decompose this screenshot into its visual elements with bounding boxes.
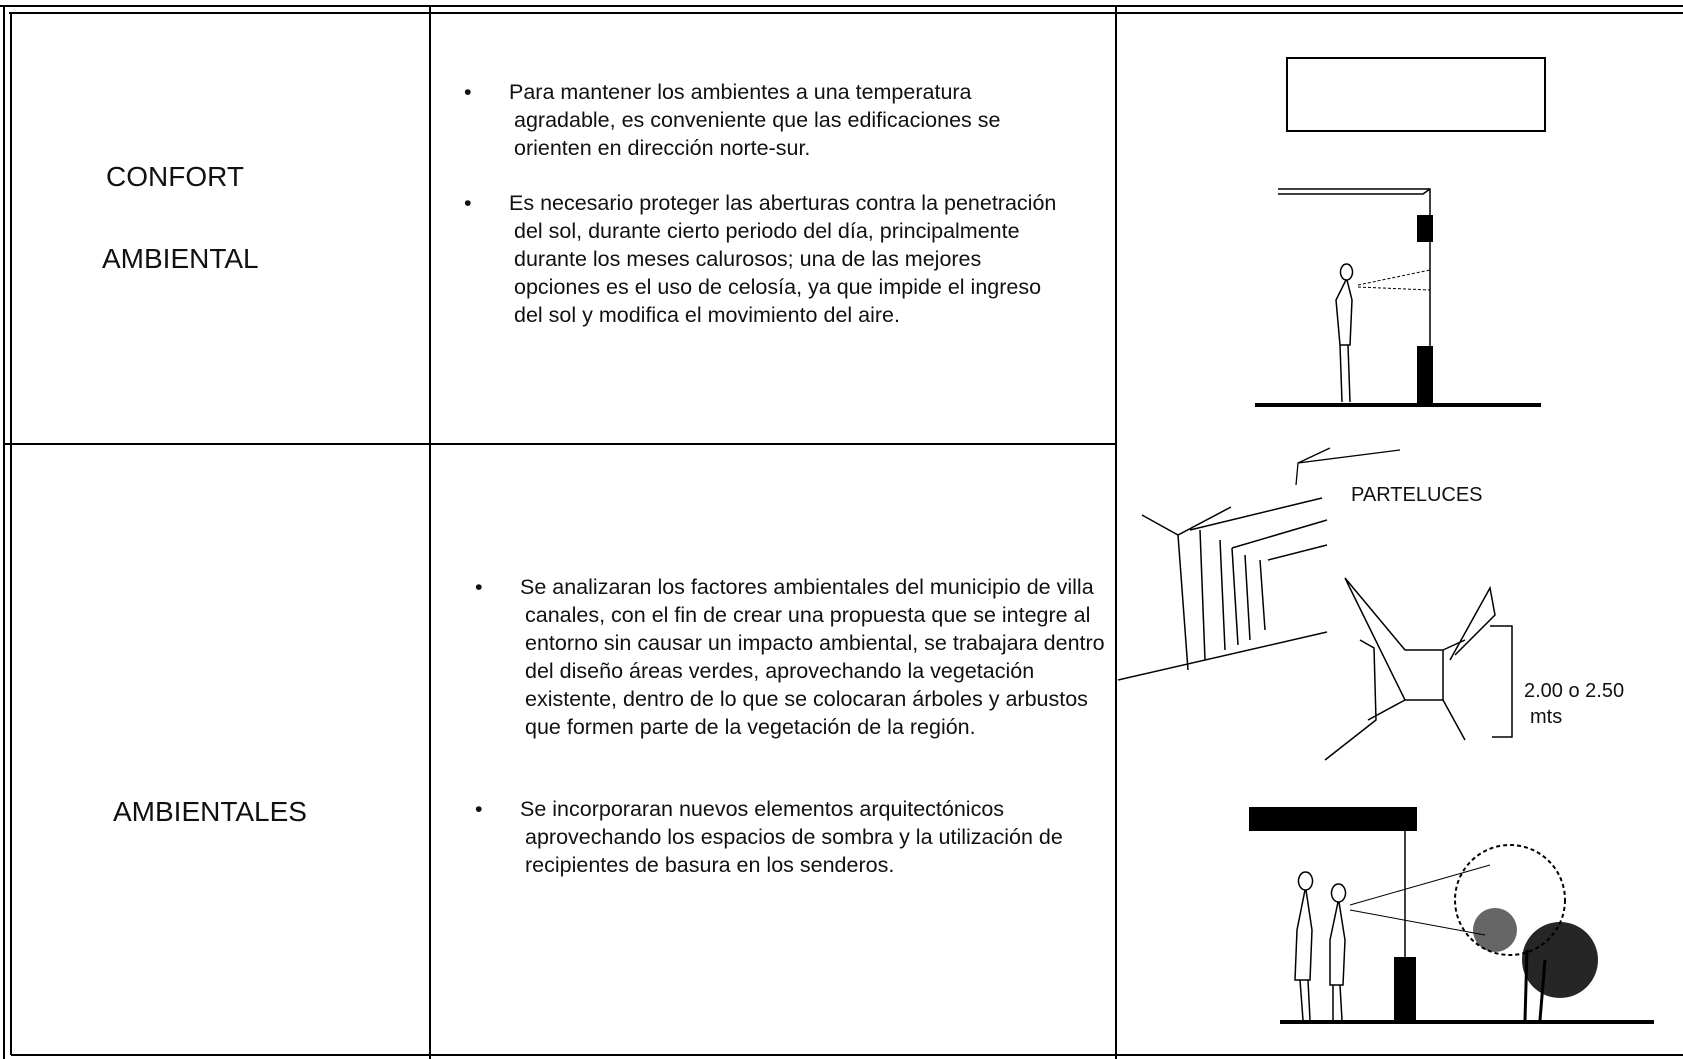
dimension-label: mts (1530, 706, 1563, 728)
bullet: • Para mantener los ambientes a una tempe… (464, 78, 1069, 162)
row-label: AMBIENTALES (113, 796, 307, 827)
bullet-text: Es necesario proteger las aberturas cont… (509, 191, 1057, 327)
bullet-text: Se analizaran los factores ambientales d… (520, 575, 1105, 739)
figure-label: PARTELUCES (1351, 484, 1483, 506)
dimension-label: 2.00 o 2.50 (1524, 680, 1625, 702)
bullet: • Es necesario proteger las aberturas con… (464, 189, 1069, 329)
bullet: • Se analizaran los factores ambientales … (475, 575, 1105, 739)
row-label: CONFORT (106, 161, 244, 192)
bullet: • Se incorporaran nuevos elementos arquit… (475, 795, 1105, 879)
bullet-text: Para mantener los ambientes a una temper… (509, 80, 1001, 160)
bullet-text: Se incorporaran nuevos elementos arquite… (520, 797, 1063, 877)
row-label: AMBIENTAL (102, 243, 259, 274)
